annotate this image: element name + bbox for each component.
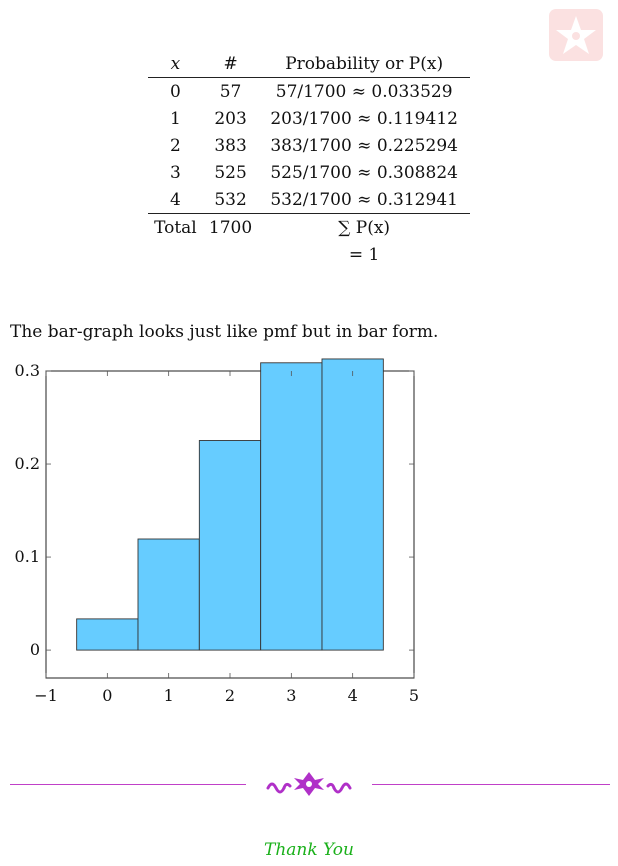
total-probability-equals: = 1	[348, 244, 380, 265]
divider-left	[10, 784, 246, 785]
bar-x-0	[76, 618, 139, 651]
bar-x-1	[137, 538, 200, 651]
table-total-continuation-row: = 1	[148, 241, 470, 268]
x-tick-label: 5	[409, 686, 419, 705]
thank-you-text: Thank You	[263, 840, 354, 860]
table-row: 1 203 203/1700 ≈ 0.119412	[148, 105, 470, 132]
bar-x-3	[260, 362, 323, 651]
table-row: 3 525 525/1700 ≈ 0.308824	[148, 159, 470, 186]
pmf-table: x # Probability or P(x) 0 57 57/1700 ≈ 0…	[148, 50, 470, 268]
table-total-row: Total 1700 ∑ P(x)	[148, 213, 470, 241]
table-row: 0 57 57/1700 ≈ 0.033529	[148, 78, 470, 106]
body-text: The bar-graph looks just like pmf but in…	[10, 322, 439, 342]
x-tick-label: 3	[286, 686, 296, 705]
total-label: Total	[148, 213, 203, 241]
x-tick-label: 2	[225, 686, 235, 705]
cell-probability: 57/1700 ≈ 0.033529	[275, 81, 453, 102]
cell-count: 532	[214, 189, 247, 210]
cell-x: 0	[170, 81, 181, 102]
cell-probability: 532/1700 ≈ 0.312941	[270, 189, 458, 210]
cell-probability: 383/1700 ≈ 0.225294	[270, 135, 458, 156]
table-row: 2 383 383/1700 ≈ 0.225294	[148, 132, 470, 159]
cell-count: 525	[214, 162, 247, 183]
x-tick-label: 1	[164, 686, 174, 705]
cell-count: 57	[219, 81, 242, 102]
divider-right	[372, 784, 610, 785]
total-probability-sum: ∑ P(x)	[258, 213, 470, 241]
flourish-ornament-icon	[266, 772, 352, 796]
y-tick-label: 0.3	[15, 361, 40, 380]
bar-chart: −1 0 1 2 3 4 5 0 0.1 0.2 0.3	[15, 358, 419, 705]
cell-x: 4	[170, 189, 181, 210]
star-logo-icon	[549, 9, 603, 61]
cell-probability: 203/1700 ≈ 0.119412	[270, 108, 458, 129]
cell-count: 383	[214, 135, 247, 156]
x-tick-label: 4	[348, 686, 358, 705]
bar-x-4	[321, 358, 384, 651]
cell-probability: 525/1700 ≈ 0.308824	[270, 162, 458, 183]
table-header-row: x # Probability or P(x)	[148, 50, 470, 78]
cell-count: 203	[214, 108, 247, 129]
y-tick-label: 0.2	[15, 454, 40, 473]
bar-x-2	[198, 440, 262, 651]
cell-x: 2	[170, 135, 181, 156]
y-tick-label: 0.1	[15, 547, 40, 566]
x-tick-label: 0	[102, 686, 112, 705]
header-x: x	[148, 50, 203, 78]
header-count: #	[202, 50, 259, 78]
total-count: 1700	[202, 213, 259, 241]
x-tick-label: −1	[34, 686, 58, 705]
table-row: 4 532 532/1700 ≈ 0.312941	[148, 186, 470, 214]
cell-x: 1	[170, 108, 181, 129]
y-tick-label: 0	[30, 640, 40, 659]
cell-x: 3	[170, 162, 181, 183]
header-probability: Probability or P(x)	[258, 50, 470, 78]
